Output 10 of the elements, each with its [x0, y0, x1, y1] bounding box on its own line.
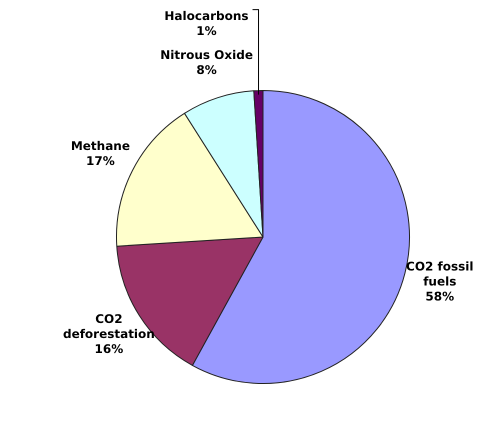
slice-label: CO2 fossil fuels — [406, 260, 474, 289]
slice-label: Halocarbons — [164, 9, 249, 24]
data-label: 17% — [86, 154, 115, 168]
data-label: 16% — [94, 342, 124, 356]
slice-label: Methane — [70, 138, 130, 153]
data-label: 1% — [196, 24, 217, 38]
data-label: 58% — [425, 290, 454, 304]
slice-label: Nitrous Oxide — [160, 48, 253, 62]
data-label: 8% — [196, 63, 217, 78]
slice-label: CO2 deforestation — [62, 312, 155, 341]
